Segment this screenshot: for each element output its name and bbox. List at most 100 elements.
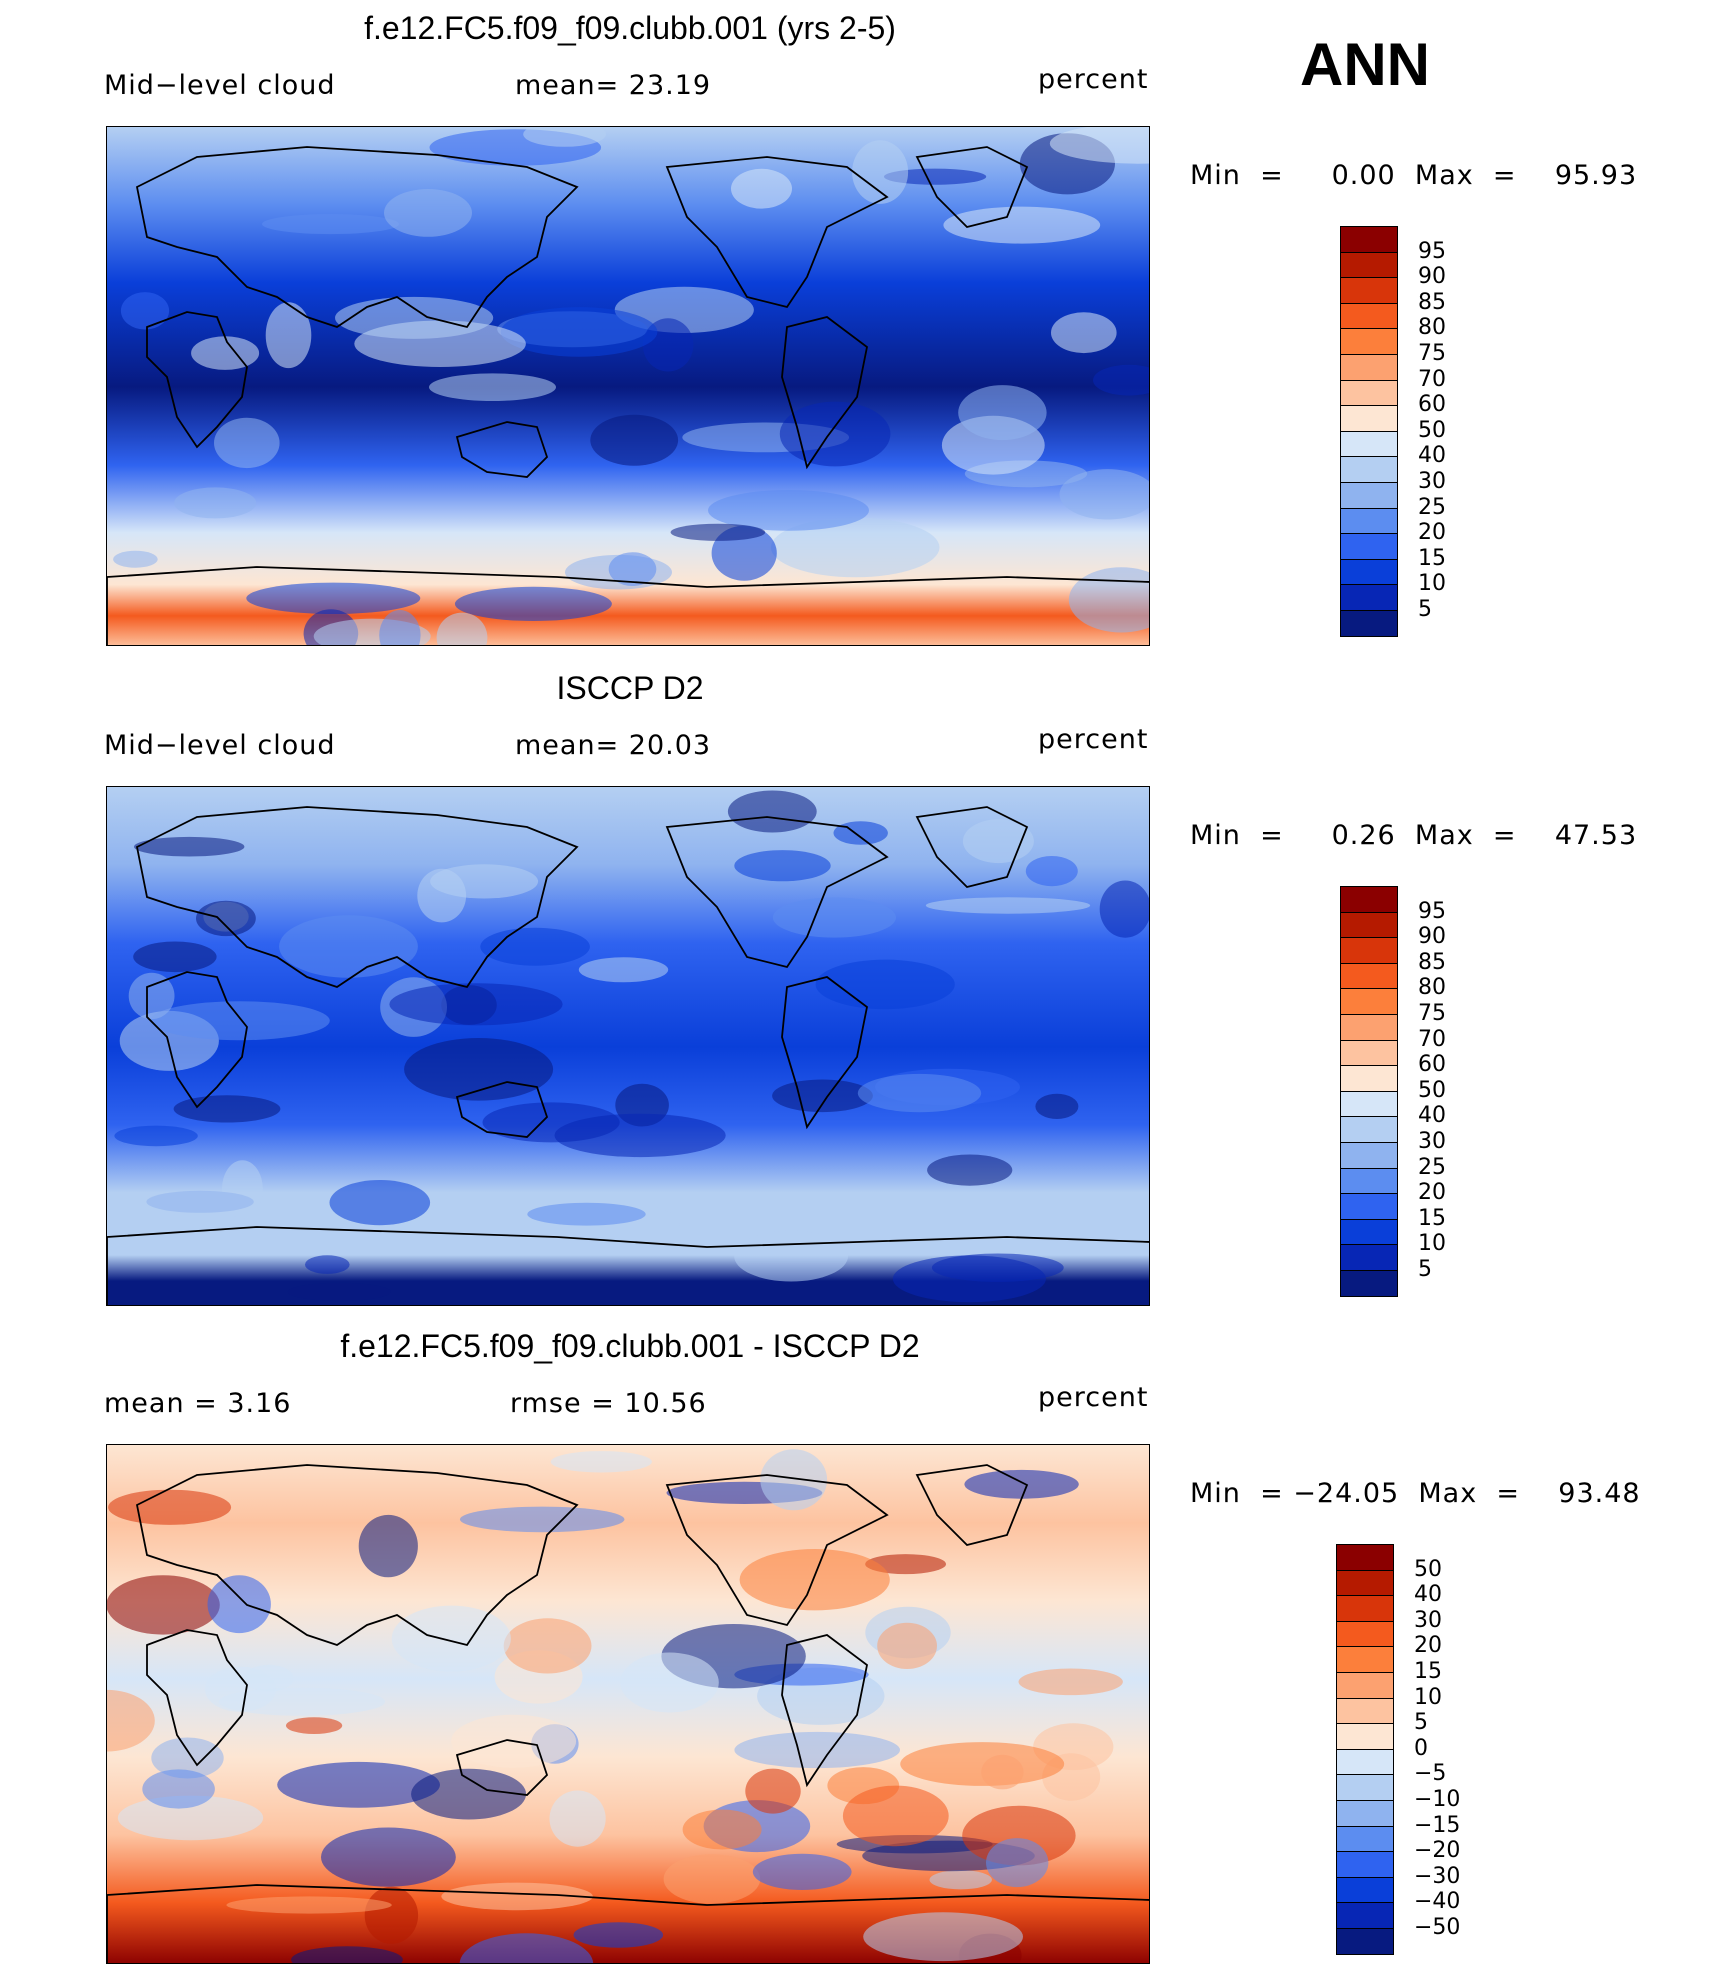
colorbar-label: 15 — [1414, 1659, 1442, 1684]
colorbar-swatch — [1340, 1090, 1398, 1118]
colorbar-label: 30 — [1418, 469, 1446, 494]
contour-blob — [900, 1742, 1065, 1786]
contour-blob — [436, 612, 488, 645]
contour-blob — [863, 1912, 1023, 1962]
contour-blob — [1018, 1668, 1123, 1696]
coastline — [915, 806, 1029, 888]
season-label: ANN — [1300, 31, 1430, 98]
coastline — [915, 1464, 1029, 1546]
contour-blob — [739, 1549, 890, 1611]
colorbar-swatch — [1340, 1142, 1398, 1169]
contour-blob — [986, 1838, 1049, 1888]
contour-blob — [892, 1255, 1046, 1303]
contour-blob — [731, 168, 792, 209]
colorbar-swatch — [1336, 1544, 1394, 1571]
colorbar-label: 95 — [1418, 238, 1446, 264]
contour-blob — [682, 1809, 762, 1850]
colorbar-label: 85 — [1418, 289, 1446, 315]
contour-blob — [608, 552, 657, 586]
colorbar-swatch — [1340, 354, 1398, 381]
colorbar-label: 90 — [1418, 924, 1446, 950]
contour-blob — [927, 1154, 1013, 1186]
colorbar-swatch — [1340, 1065, 1398, 1092]
colorbar-label: 0 — [1414, 1735, 1428, 1761]
contour-blob — [133, 941, 217, 973]
colorbar-label: −50 — [1414, 1915, 1461, 1940]
contour-blob — [549, 1790, 606, 1847]
diff-mean-label: mean = 3.16 — [104, 1388, 292, 1419]
colorbar-label: 25 — [1418, 494, 1446, 520]
contour-blob — [815, 959, 955, 1010]
contour-blob — [120, 292, 170, 330]
contour-blob — [218, 1687, 386, 1716]
colorbar-swatch — [1340, 937, 1398, 964]
colorbar-swatch — [1336, 1672, 1394, 1699]
colorbar-label: 90 — [1418, 264, 1446, 290]
contour-blob — [857, 1073, 982, 1113]
colorbar-label: −5 — [1414, 1761, 1447, 1787]
contour-blob — [358, 1514, 418, 1578]
colorbar-label: 50 — [1414, 1556, 1442, 1582]
contour-blob — [321, 1827, 456, 1887]
colorbar-swatch — [1340, 1167, 1398, 1195]
contour-blob — [770, 517, 940, 578]
contour-blob — [305, 1255, 350, 1274]
colorbar-swatch — [1340, 1270, 1398, 1297]
colorbar-swatch — [1340, 302, 1398, 330]
colorbar-label: 30 — [1418, 1129, 1446, 1154]
contour-blob — [262, 214, 399, 235]
colorbar-label: 60 — [1418, 1052, 1446, 1078]
contour-blob — [191, 336, 260, 370]
coastline — [665, 156, 889, 309]
panel-title: f.e12.FC5.f09_f09.clubb.001 (yrs 2-5) — [364, 10, 896, 46]
contour-blob — [877, 1622, 937, 1669]
colorbar-swatch — [1336, 1928, 1394, 1955]
coastline — [781, 976, 868, 1130]
contour-blob — [943, 206, 1101, 244]
coastline — [915, 146, 1029, 228]
colorbar-label: 5 — [1418, 597, 1432, 622]
contour-blob — [286, 1717, 343, 1734]
contour-blob — [142, 1769, 215, 1809]
colorbar-swatch — [1340, 328, 1398, 355]
contour-blob — [107, 1689, 155, 1752]
colorbar-label: 25 — [1418, 1154, 1446, 1180]
contour-blob — [364, 1886, 419, 1944]
map-plot — [106, 786, 1150, 1306]
contour-blob — [1093, 364, 1149, 396]
colorbar-swatch — [1336, 1902, 1394, 1929]
contour-blob — [745, 1768, 801, 1814]
colorbar-swatch — [1340, 456, 1398, 483]
contour-blob — [1099, 880, 1149, 938]
panel-title: ISCCP D2 — [556, 670, 704, 706]
contour-blob — [1059, 469, 1149, 520]
colorbar-swatch — [1340, 251, 1398, 279]
colorbar-swatch — [1336, 1569, 1394, 1597]
colorbar-label: 75 — [1418, 1001, 1446, 1026]
colorbar-label: 30 — [1414, 1607, 1442, 1633]
contour-blob — [151, 1737, 224, 1779]
contour-blob — [852, 140, 909, 204]
coastline — [107, 1226, 1149, 1305]
contour-blob — [981, 1754, 1024, 1790]
contour-blob — [404, 1038, 554, 1101]
contour-blob — [958, 385, 1047, 441]
contour-blob — [1068, 567, 1149, 633]
contour-blob — [482, 1102, 620, 1143]
contour-blob — [865, 1554, 946, 1575]
colorbar-label: 20 — [1418, 520, 1446, 546]
colorbar-swatch — [1340, 226, 1398, 253]
contour-blob — [108, 1489, 232, 1525]
colorbar-swatch — [1336, 1697, 1394, 1725]
contour-blob — [291, 1946, 403, 1963]
contour-blob — [760, 1449, 828, 1511]
colorbar-swatch — [1340, 379, 1398, 407]
contour-blob — [779, 401, 891, 467]
contour-blob — [527, 1202, 646, 1226]
colorbar-label: 5 — [1414, 1710, 1428, 1736]
colorbar-label: 15 — [1418, 545, 1446, 571]
colorbar-swatch — [1340, 1039, 1398, 1067]
contour-blob — [279, 915, 418, 978]
colorbar-label: −30 — [1414, 1863, 1461, 1889]
contour-blob — [214, 417, 280, 469]
